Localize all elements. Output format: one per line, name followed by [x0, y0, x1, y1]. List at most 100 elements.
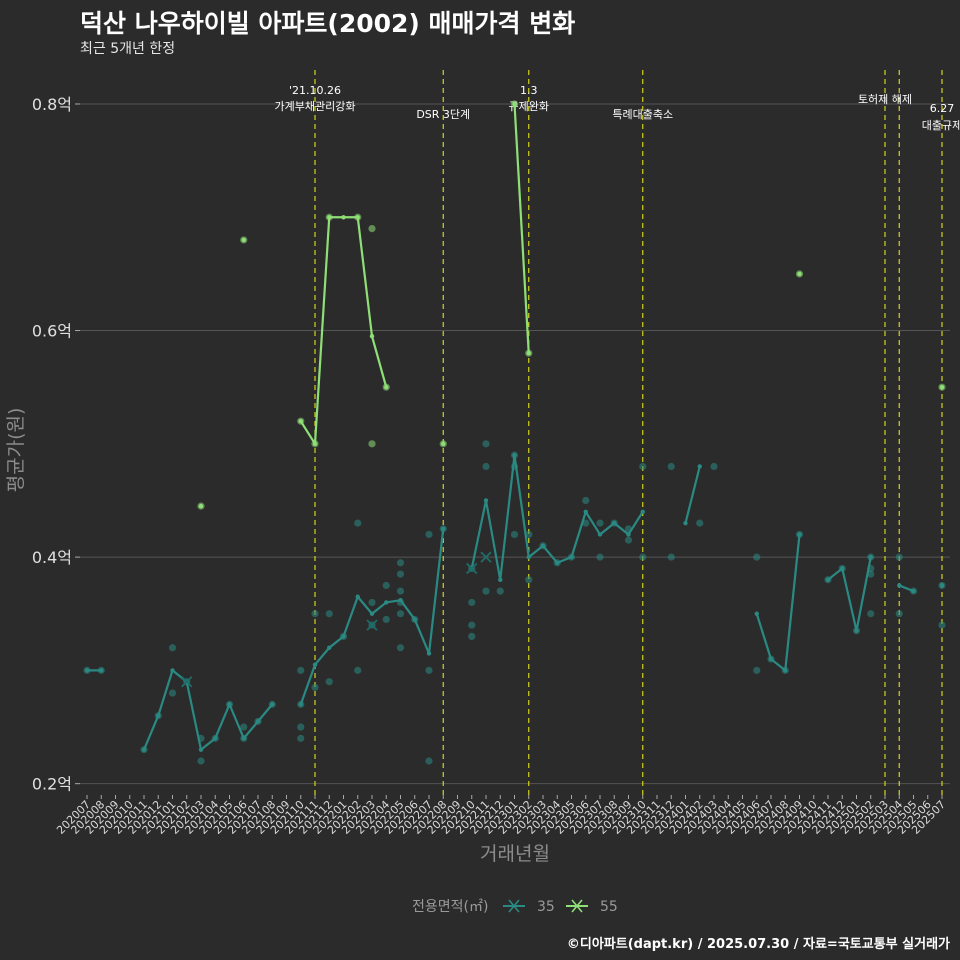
- data-point: [311, 683, 319, 691]
- data-point: [496, 587, 504, 595]
- data-point: [297, 734, 305, 742]
- data-point: [168, 689, 177, 697]
- data-point: [596, 519, 604, 527]
- average-marker: [398, 597, 403, 603]
- data-point: [639, 553, 647, 561]
- average-marker: [897, 583, 902, 588]
- average-marker: [612, 520, 617, 526]
- average-marker: [626, 532, 631, 537]
- average-marker: [355, 215, 360, 220]
- average-marker: [911, 588, 916, 594]
- average-marker: [298, 702, 303, 707]
- data-point: [325, 678, 333, 686]
- event-label: 6.27: [930, 102, 955, 115]
- data-point: [396, 570, 405, 578]
- y-axis-label: 평균가(원): [5, 408, 27, 493]
- y-axis: 0.2억 0.4억 0.6억 0.8억: [32, 95, 80, 794]
- gridlines: [80, 103, 950, 785]
- data-point: [596, 553, 604, 561]
- series-line: [755, 534, 801, 672]
- average-marker: [441, 526, 446, 531]
- data-point: [354, 519, 362, 527]
- data-point: [468, 632, 476, 641]
- average-marker: [797, 271, 802, 277]
- average-marker: [540, 543, 546, 548]
- chart-subtitle: 최근 5개년 한정: [80, 41, 176, 57]
- average-marker: [327, 215, 332, 220]
- average-marker: [84, 668, 90, 673]
- data-point: [753, 553, 761, 561]
- x-marker: [480, 551, 492, 563]
- data-point: [667, 462, 675, 471]
- plot-area: [83, 100, 946, 765]
- legend: 전용면적(㎡) 35 55: [412, 899, 618, 915]
- average-marker: [754, 611, 759, 616]
- average-marker: [569, 554, 574, 560]
- data-point: [425, 530, 433, 539]
- y-tick-label: 0.4억: [32, 548, 72, 567]
- average-marker: [512, 452, 517, 458]
- event-label: 특례대출축소: [612, 108, 673, 121]
- data-point: [197, 757, 205, 765]
- average-marker: [441, 441, 446, 447]
- average-marker: [939, 384, 945, 390]
- event-label: 대출규제: [922, 119, 960, 132]
- data-point: [582, 519, 590, 527]
- data-point: [354, 666, 362, 674]
- data-point: [468, 621, 476, 629]
- data-point: [382, 615, 390, 624]
- average-marker: [939, 583, 945, 588]
- legend-item-35: 35: [503, 899, 555, 915]
- data-point: [624, 536, 633, 544]
- legend-label-35: 35: [537, 899, 555, 915]
- average-marker: [227, 702, 232, 707]
- data-point: [482, 587, 490, 595]
- average-marker: [783, 668, 788, 673]
- average-marker: [583, 509, 588, 514]
- data-point: [168, 644, 177, 652]
- average-marker: [868, 554, 873, 560]
- data-point: [311, 610, 319, 618]
- average-marker: [526, 554, 531, 560]
- data-point: [297, 723, 305, 731]
- data-point: [525, 576, 533, 584]
- average-marker: [298, 418, 303, 424]
- data-point: [396, 559, 405, 567]
- average-marker: [526, 351, 531, 356]
- average-marker: [355, 594, 360, 599]
- event-label: '21.10.26: [289, 84, 341, 97]
- data-point: [867, 610, 875, 618]
- data-point: [468, 598, 476, 607]
- average-marker: [241, 237, 246, 243]
- data-point: [482, 440, 490, 448]
- average-marker: [198, 747, 204, 752]
- event-label: DSR 3단계: [416, 108, 470, 121]
- chart-title: 덕산 나우하이빌 아파트(2002) 매매가격 변화: [80, 9, 576, 38]
- series-line: [684, 466, 701, 524]
- x-marker: [181, 676, 193, 688]
- data-point: [325, 610, 333, 618]
- legend-label-55: 55: [600, 899, 618, 915]
- data-point: [482, 462, 490, 471]
- event-label: 토허제 해제: [858, 92, 912, 106]
- data-point: [639, 462, 647, 471]
- average-marker: [854, 628, 859, 633]
- data-point: [382, 581, 390, 590]
- series-line: [142, 669, 274, 751]
- y-tick-label: 0.6억: [32, 322, 72, 341]
- average-marker: [270, 702, 275, 707]
- average-marker: [825, 577, 831, 582]
- x-axis: 2020072020082020092020102020112020122021…: [54, 795, 948, 837]
- average-marker: [597, 532, 603, 537]
- event-label: 1.3: [520, 84, 538, 97]
- average-marker: [683, 520, 688, 526]
- data-point: [425, 757, 433, 765]
- x-marker: [366, 619, 378, 631]
- average-marker: [412, 617, 417, 622]
- data-point: [710, 462, 718, 471]
- data-point: [396, 610, 405, 618]
- average-marker: [241, 736, 246, 741]
- data-point: [895, 553, 903, 561]
- average-marker: [341, 215, 346, 220]
